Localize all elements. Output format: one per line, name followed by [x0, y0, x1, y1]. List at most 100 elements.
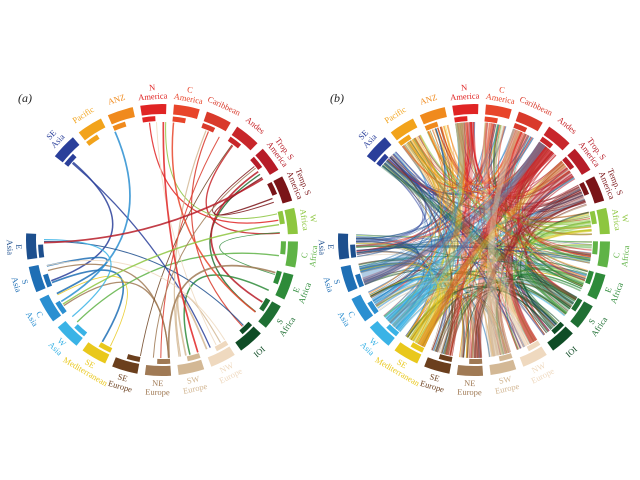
panel-b-chord: [359, 262, 439, 347]
panel-a-arc-s-africa: [258, 301, 281, 328]
panel-b-chord: [477, 268, 586, 358]
panel-a-chord: [212, 166, 274, 216]
panel-b-label-andes: Andes: [556, 114, 579, 135]
panel-b-chord: [407, 141, 544, 192]
panel-a-inner-arc-sw-europe: [186, 353, 201, 362]
panel-b-chord: [439, 296, 504, 355]
panel-a-arc-c-africa: [285, 241, 298, 268]
panel-a-chord: [152, 167, 256, 358]
panel-a-label: (a): [18, 91, 32, 105]
panel-a-chord: [60, 131, 131, 303]
panel-a-chord: [46, 259, 226, 341]
panel-a-label-anz: ANZ: [107, 92, 127, 107]
panel-b-chord: [449, 122, 487, 356]
panel-b-inner-arc-se-mediterranean: [410, 342, 425, 353]
panel-a-chord: [76, 252, 280, 323]
panel-a-label-andes: Andes: [244, 114, 267, 135]
panel-b-chord: [517, 150, 577, 300]
panel-a-chord: [148, 122, 279, 224]
panel-a-chord: [162, 121, 199, 353]
panel-a-chord: [176, 295, 208, 356]
panel-b-ribbon: [381, 161, 578, 313]
panel-a-chord: [44, 178, 264, 244]
panel-b-chord: [408, 141, 569, 200]
panel-b-chords: [355, 121, 592, 359]
panel-b-label-sw-europe: SWEurope: [492, 372, 520, 396]
panel-b-label-e-asia: EAsia: [317, 239, 337, 256]
panel-b-chord: [372, 177, 575, 302]
panel-a-arc-ne-europe: [144, 364, 172, 376]
panel-b-inner-arc-sw-europe: [498, 353, 513, 362]
panel-a-arc-nw-europe: [207, 346, 235, 367]
panel-a-label-n-america: NAmerica: [137, 81, 168, 102]
panel-b-label-n-america: NAmerica: [449, 81, 480, 102]
panel-b-inner-arc-c-asia: [367, 300, 379, 315]
panel-b-chord: [516, 144, 586, 282]
panel-b-chord: [462, 131, 523, 358]
panel-b-chord: [372, 121, 476, 302]
panel-b-chord: [507, 280, 573, 346]
panel-b-chord: [370, 272, 560, 322]
panel-b-chord: [383, 163, 456, 356]
panel-b-arc-s-africa: [570, 301, 593, 328]
panel-b-chord: [449, 162, 564, 356]
panel-b-chord: [469, 122, 498, 356]
panel-b-chord: [392, 154, 475, 359]
panel-b-chord: [449, 288, 556, 356]
panel-b-chord: [370, 189, 582, 297]
panel-a-arc-temp-s-america: [273, 176, 293, 204]
panel-b-chord: [488, 123, 534, 343]
panel-a-chord: [167, 264, 276, 358]
panel-a-arc-ioi: [235, 326, 261, 351]
panel-a-chord: [63, 281, 170, 358]
panel-b-label-pacific: Pacific: [382, 104, 407, 125]
panel-b-arc-e-africa: [587, 272, 606, 300]
panel-a-chord: [62, 223, 280, 305]
panel-a-inner-arc-nw-europe: [214, 340, 229, 352]
panel-b-chord: [356, 237, 443, 350]
panel-a-arc-trop-s-america: [255, 148, 279, 175]
panel-b-chord: [389, 156, 454, 355]
panel-b-inner-arc-s-africa: [571, 297, 583, 312]
panel-a-chord: [46, 256, 108, 295]
panel-a-chord: [190, 131, 243, 327]
panel-b-inner-arc-pacific: [398, 134, 412, 146]
panel-b-inner-arc-n-america: [454, 116, 468, 123]
panel-b-chord: [375, 123, 459, 305]
panel-a-chord: [51, 269, 125, 343]
panel-b-chord: [500, 241, 592, 353]
panel-a-region-arcs: [25, 104, 298, 376]
panel-b-chord: [378, 280, 536, 342]
panel-a-inner-arc-w-asia: [74, 324, 88, 337]
panel-b-inner-arc-e-asia: [350, 244, 357, 258]
panel-b-ribbon: [473, 184, 586, 358]
panel-a-inner-arc-pacific: [86, 134, 100, 146]
panel-a-inner-arc-e-asia: [38, 244, 45, 258]
panel-b-inner-arc-anz: [424, 121, 439, 131]
panel-b-label-ne-europe: NEEurope: [457, 378, 482, 398]
panel-b-arc-sw-europe: [489, 359, 517, 375]
panel-a-label-se-europe: SEEurope: [107, 369, 136, 394]
panel-b-chord: [493, 132, 524, 354]
panel-b-ribbon: [473, 128, 530, 358]
panel-b-chord: [494, 137, 533, 354]
panel-a-chord: [210, 170, 263, 303]
panel-b-arc-c-africa: [597, 241, 610, 268]
panel-a-inner-arc-s-asia: [43, 273, 53, 288]
panel-b-chord: [356, 235, 418, 285]
panel-a-inner-arc-anz: [112, 121, 127, 131]
panel-b-arc-c-asia: [351, 294, 374, 322]
panel-b-chord: [360, 261, 422, 303]
panel-b-ribbon: [408, 160, 567, 348]
panel-a-inner-arc-c-asia: [55, 300, 67, 315]
panel-a-label-ne-europe: NEEurope: [145, 378, 170, 398]
panel-b-chord: [429, 130, 588, 274]
panel-b-inner-arc-andes: [539, 136, 554, 149]
panel-b-chord: [414, 137, 556, 194]
panel-b-arc-caribbean: [515, 111, 543, 132]
panel-b-chord: [497, 125, 591, 258]
panel-b-inner-arc-w-africa: [589, 210, 597, 225]
panel-a-arc-sw-europe: [177, 359, 205, 375]
panel-b-ribbon: [486, 128, 521, 357]
